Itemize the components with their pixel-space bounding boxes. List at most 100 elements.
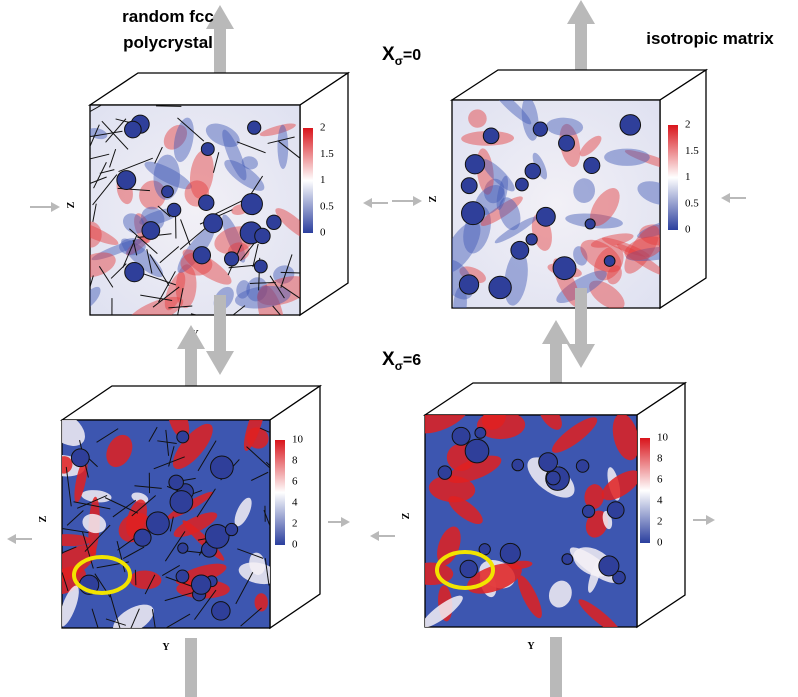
particle	[475, 427, 486, 438]
figure-art: 21.510.50ZY21.510.50Z1086420ZY1086420ZY	[7, 0, 746, 697]
colorbar-tick-label: 10	[657, 432, 669, 444]
particle	[117, 171, 136, 190]
colorbar-tick-label: 1	[685, 171, 691, 183]
particle	[162, 186, 174, 198]
colorbar-tick-label: 6	[292, 476, 298, 488]
particle	[125, 121, 142, 138]
arrow-shaft	[214, 295, 226, 353]
left-title-line-2: polycrystal	[123, 33, 213, 52]
particle	[553, 257, 576, 280]
row-label: Xσ=6	[382, 349, 421, 373]
arrow-head	[370, 531, 379, 541]
particle	[178, 543, 188, 553]
particle	[167, 203, 180, 216]
axis-label-z: Z	[66, 201, 77, 208]
particle	[169, 475, 184, 490]
particle	[225, 252, 239, 266]
colorbar-tick-label: 0.5	[685, 197, 699, 209]
particle	[599, 556, 619, 576]
arrow-head	[721, 193, 730, 203]
particle	[585, 219, 595, 229]
subscript: σ	[395, 54, 403, 68]
particle	[142, 222, 160, 240]
colorbar-tick-label: 0	[292, 539, 298, 551]
particle	[533, 122, 547, 136]
colorbar-tick-label: 0.5	[320, 200, 334, 212]
colorbar-tick-label: 1	[320, 174, 326, 186]
arrow-head	[177, 325, 205, 349]
arrow-head	[567, 0, 595, 24]
cube-side	[660, 70, 706, 308]
particle	[459, 275, 478, 294]
colorbar	[275, 440, 285, 545]
suffix: =0	[403, 47, 421, 64]
colorbar-tick-label: 0	[320, 227, 326, 239]
particle	[546, 471, 560, 485]
axis-label-z: Z	[401, 512, 412, 519]
suffix: =6	[403, 352, 421, 369]
axis-label-z: Z	[428, 195, 439, 202]
particle	[584, 157, 600, 173]
particle	[71, 449, 89, 467]
particle	[483, 128, 499, 144]
figure: 21.510.50ZY21.510.50Z1086420ZY1086420ZY …	[0, 0, 798, 697]
colorbar	[668, 125, 678, 230]
particle	[460, 560, 477, 577]
colorbar-tick-label: 8	[657, 453, 663, 465]
left-title-line-1: random fcc	[122, 7, 214, 26]
particle	[177, 431, 189, 443]
arrow-head	[542, 320, 570, 344]
particle	[267, 215, 281, 229]
arrow-shaft	[550, 637, 562, 697]
arrow-head	[363, 198, 372, 208]
particle	[193, 247, 210, 264]
particle	[125, 263, 144, 282]
particle	[146, 512, 169, 535]
colorbar-tick-label: 0	[685, 224, 691, 236]
symbol: X	[382, 44, 395, 65]
arrow-shaft	[185, 638, 197, 697]
particle	[225, 523, 237, 535]
particle	[525, 163, 540, 178]
particle	[248, 121, 261, 134]
colorbar-tick-label: 1.5	[685, 145, 699, 157]
colorbar-tick-label: 4	[657, 495, 663, 507]
colorbar-tick-label: 6	[657, 474, 663, 486]
colorbar-tick-label: 4	[292, 497, 298, 509]
colorbar-tick-label: 8	[292, 455, 298, 467]
particle	[462, 202, 485, 225]
particle	[465, 439, 489, 463]
particle	[607, 502, 624, 519]
particle	[604, 256, 615, 267]
particle	[559, 135, 575, 151]
particle	[512, 459, 524, 471]
colorbar-tick-label: 1.5	[320, 148, 334, 160]
particle	[576, 460, 589, 473]
colorbar-tick-label: 2	[292, 518, 298, 530]
particle	[620, 115, 641, 136]
particle	[134, 529, 151, 546]
subscript: σ	[395, 359, 403, 373]
particle	[562, 554, 573, 565]
particle	[191, 575, 210, 594]
particle	[204, 214, 223, 233]
particle	[176, 570, 189, 583]
particle	[539, 453, 558, 472]
particle	[241, 193, 262, 214]
axis-label-y: Y	[527, 641, 535, 652]
arrow-head	[706, 515, 715, 525]
particle	[500, 543, 520, 563]
row-label: Xσ=0	[382, 44, 421, 68]
particle	[582, 505, 594, 517]
arrow-head	[7, 534, 16, 544]
particle	[255, 228, 270, 243]
particle	[438, 466, 451, 479]
colorbar-tick-label: 2	[657, 516, 663, 528]
arrow-shaft	[575, 288, 587, 346]
particle	[461, 178, 477, 194]
particle	[489, 276, 511, 298]
particle	[511, 241, 529, 259]
particle	[526, 234, 537, 245]
axis-label-y: Y	[162, 642, 170, 653]
particle	[210, 456, 233, 479]
